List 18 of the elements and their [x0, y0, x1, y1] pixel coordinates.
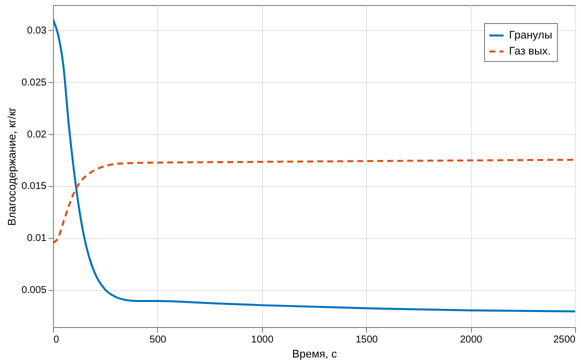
- y-tick-label: 0.01: [27, 233, 47, 244]
- y-axis-title: Влагосодержание, кг/кг: [6, 107, 18, 226]
- x-tick-label: 1500: [356, 334, 378, 346]
- y-tick-label: 0.02: [27, 129, 47, 140]
- y-tick-label: 0.03: [27, 25, 47, 36]
- line-series: [53, 158, 575, 244]
- y-tick-label: 0.015: [21, 181, 47, 192]
- y-tick-label: 0.025: [21, 77, 47, 88]
- legend-label: Гранулы: [509, 30, 552, 42]
- x-tick-label: 500: [150, 334, 167, 346]
- x-tick-label: 1000: [251, 334, 274, 346]
- y-tick-label: 0.005: [21, 285, 47, 296]
- x-axis-title: Время, с: [292, 348, 338, 360]
- x-tick-label: 0: [54, 334, 60, 346]
- line-series: [53, 18, 575, 312]
- x-tick-label: 2000: [460, 334, 483, 346]
- x-tick-label: 2500: [553, 334, 576, 346]
- legend-label: Газ вых.: [509, 46, 551, 58]
